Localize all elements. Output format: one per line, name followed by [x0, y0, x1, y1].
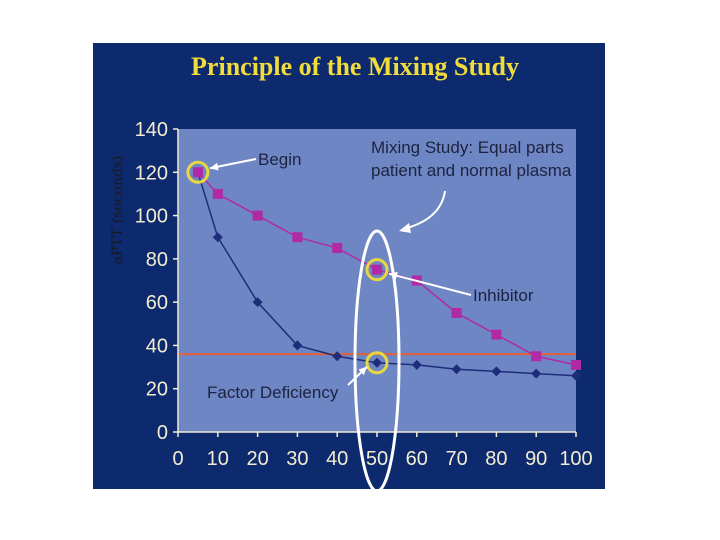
y-tick-label: 80 [146, 249, 168, 271]
annotation-mixing-line1: Mixing Study: Equal parts [371, 138, 564, 157]
data-point-factor-deficiency [411, 359, 422, 370]
data-point-inhibitor [192, 167, 203, 178]
data-point-factor-deficiency [292, 340, 303, 351]
arrow-inhibitor-head [389, 271, 398, 280]
arrow-begin-head [209, 162, 219, 171]
arrow-inhibitor [388, 272, 472, 296]
data-point-inhibitor [571, 359, 581, 370]
data-point-inhibitor [252, 210, 263, 221]
annotation-inhibitor: Inhibitor [473, 286, 534, 305]
data-point-factor-deficiency [491, 366, 502, 377]
data-point-inhibitor [292, 232, 303, 243]
y-tick-label: 20 [146, 379, 168, 401]
mixing-study-ellipse [353, 229, 401, 489]
highlight-circle [365, 351, 389, 375]
y-tick-label: 0 [157, 422, 168, 444]
data-point-factor-deficiency [372, 357, 382, 368]
data-point-inhibitor [332, 243, 343, 254]
data-point-inhibitor [451, 307, 462, 318]
annotation-begin: Begin [258, 150, 301, 169]
annotation-factor-deficiency: Factor Deficiency [207, 383, 339, 402]
data-point-factor-deficiency [451, 364, 462, 375]
x-tick-label: 90 [525, 448, 547, 470]
x-tick-label: 30 [286, 448, 308, 470]
highlight-circle [186, 160, 210, 184]
y-tick-label: 120 [135, 162, 168, 184]
x-tick-label: 40 [326, 448, 348, 470]
y-tick-label: 60 [146, 292, 168, 314]
data-point-factor-deficiency [531, 368, 542, 379]
highlight-circle [365, 258, 389, 282]
data-point-inhibitor [372, 264, 382, 275]
x-tick-label: 80 [485, 448, 507, 470]
x-tick-label: 0 [172, 448, 183, 470]
arrow-mixing-head [399, 223, 411, 233]
y-tick-label: 140 [135, 119, 168, 141]
annotation-mixing-line2: patient and normal plasma [371, 161, 572, 180]
x-tick-label: 50 [366, 448, 388, 470]
arrow-mixing [406, 190, 446, 229]
data-point-inhibitor [531, 351, 542, 362]
data-point-factor-deficiency [571, 370, 581, 381]
x-tick-label: 10 [207, 448, 229, 470]
data-point-inhibitor [491, 329, 502, 340]
chart-svg: Principle of the Mixing Study 0 10 20 30 40 5… [135, 52, 593, 489]
y-axis-label: aPTT (seconds) [110, 155, 126, 265]
x-tick-label: 70 [445, 448, 467, 470]
x-tick-label: 20 [246, 448, 268, 470]
x-tick-label: 60 [406, 448, 428, 470]
y-tick-label: 100 [135, 206, 168, 228]
data-point-factor-deficiency [212, 232, 223, 243]
chart-slide: Principle of the Mixing Study 0 10 20 30 40 5… [93, 43, 605, 489]
data-point-factor-deficiency [332, 351, 343, 362]
data-point-inhibitor [212, 188, 223, 199]
data-point-factor-deficiency [252, 297, 263, 308]
arrow-deficiency-head [358, 366, 367, 376]
chart-title: Principle of the Mixing Study [191, 52, 519, 81]
x-tick-label: 100 [559, 448, 592, 470]
y-tick-label: 40 [146, 335, 168, 357]
